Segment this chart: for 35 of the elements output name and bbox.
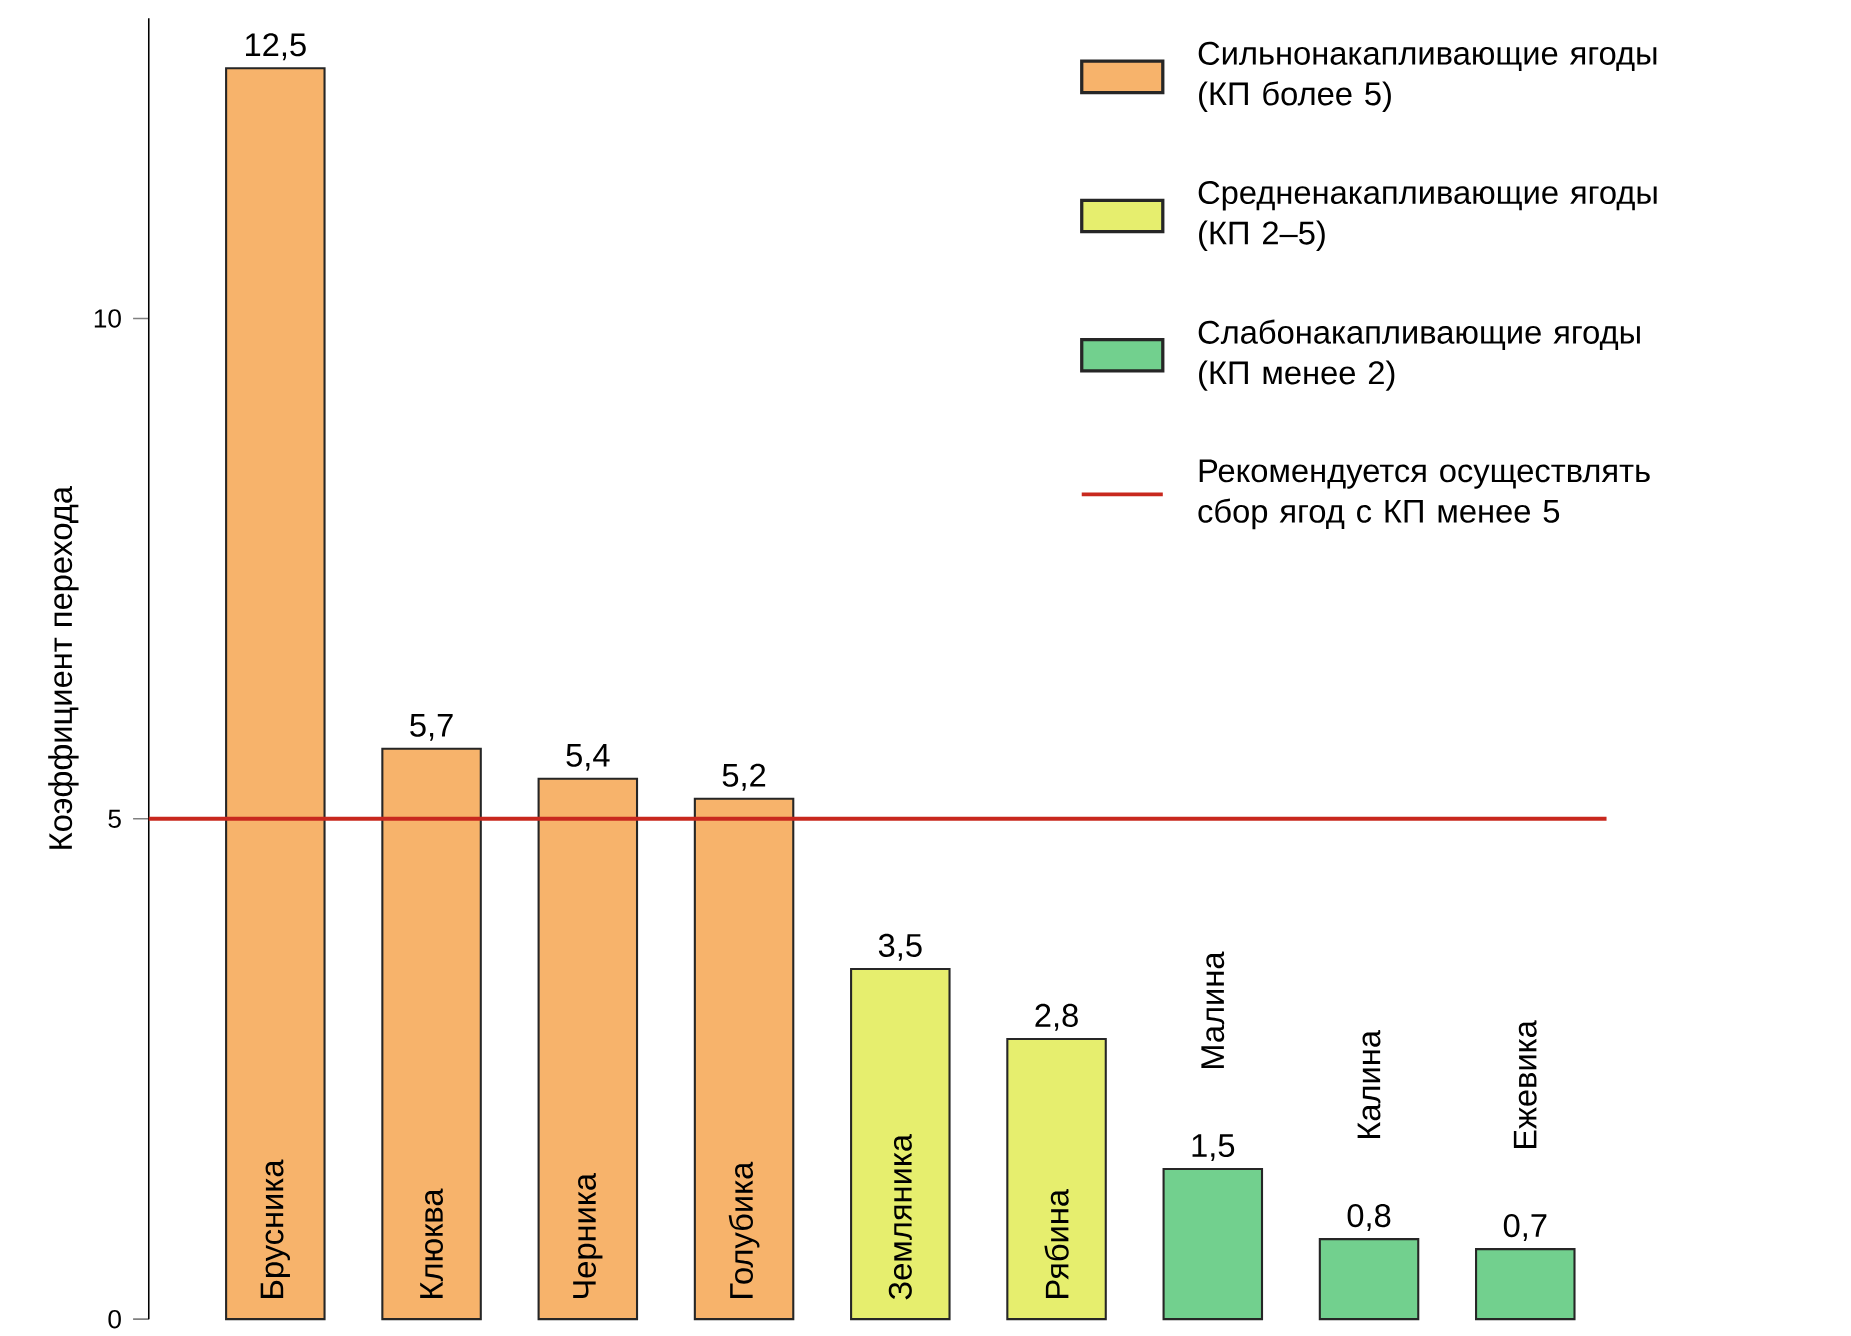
bar bbox=[850, 968, 951, 1321]
data-label: 0,8 bbox=[1347, 1204, 1391, 1232]
bar bbox=[537, 777, 639, 1321]
x-tick-label: Брусника bbox=[260, 1159, 290, 1299]
x-tick-label: Ежевика bbox=[1513, 1020, 1537, 1149]
data-label: 5,4 bbox=[566, 744, 610, 771]
bar bbox=[1006, 1038, 1107, 1321]
data-label: 12,5 bbox=[246, 33, 306, 61]
x-tick-label: Голубика bbox=[728, 1161, 760, 1299]
x-tick-label: Клюква bbox=[420, 1188, 443, 1299]
legend-label: Слабонакапливающие ягоды (КП менее 2) bbox=[1198, 319, 1640, 392]
x-tick-label: Калина bbox=[1357, 1030, 1381, 1139]
x-tick-label: Черника bbox=[573, 1173, 603, 1299]
bar bbox=[1475, 1248, 1576, 1321]
data-label: 3,5 bbox=[878, 934, 922, 962]
data-label: 2,8 bbox=[1035, 1004, 1078, 1032]
bar bbox=[381, 747, 482, 1321]
bar bbox=[1162, 1168, 1264, 1321]
data-label: 5,2 bbox=[722, 763, 766, 791]
data-label: 1,5 bbox=[1192, 1134, 1235, 1162]
legend-label: Сильнонакапливающие ягоды (КП более 5) bbox=[1198, 42, 1657, 113]
y-axis-title: Коэффициент перехода bbox=[48, 486, 79, 849]
x-tick-label: Рябина bbox=[1044, 1189, 1069, 1299]
y-tick-label: 10 bbox=[94, 309, 121, 328]
bar bbox=[225, 67, 326, 1321]
data-label: 5,7 bbox=[410, 714, 453, 741]
x-tick-label: Земляника bbox=[888, 1134, 912, 1300]
legend-label: Средненакапливающие ягоды (КП 2–5) bbox=[1198, 181, 1657, 252]
bar bbox=[1318, 1238, 1420, 1321]
bar bbox=[693, 798, 795, 1321]
y-tick-label: 5 bbox=[108, 809, 121, 829]
data-label: 0,7 bbox=[1503, 1214, 1547, 1242]
x-tick-label: Малина bbox=[1201, 951, 1225, 1069]
legend-label: Рекомендуется осуществлять сбор ягод с КП менее 5 bbox=[1198, 459, 1650, 530]
y-tick-label: 0 bbox=[108, 1310, 121, 1329]
